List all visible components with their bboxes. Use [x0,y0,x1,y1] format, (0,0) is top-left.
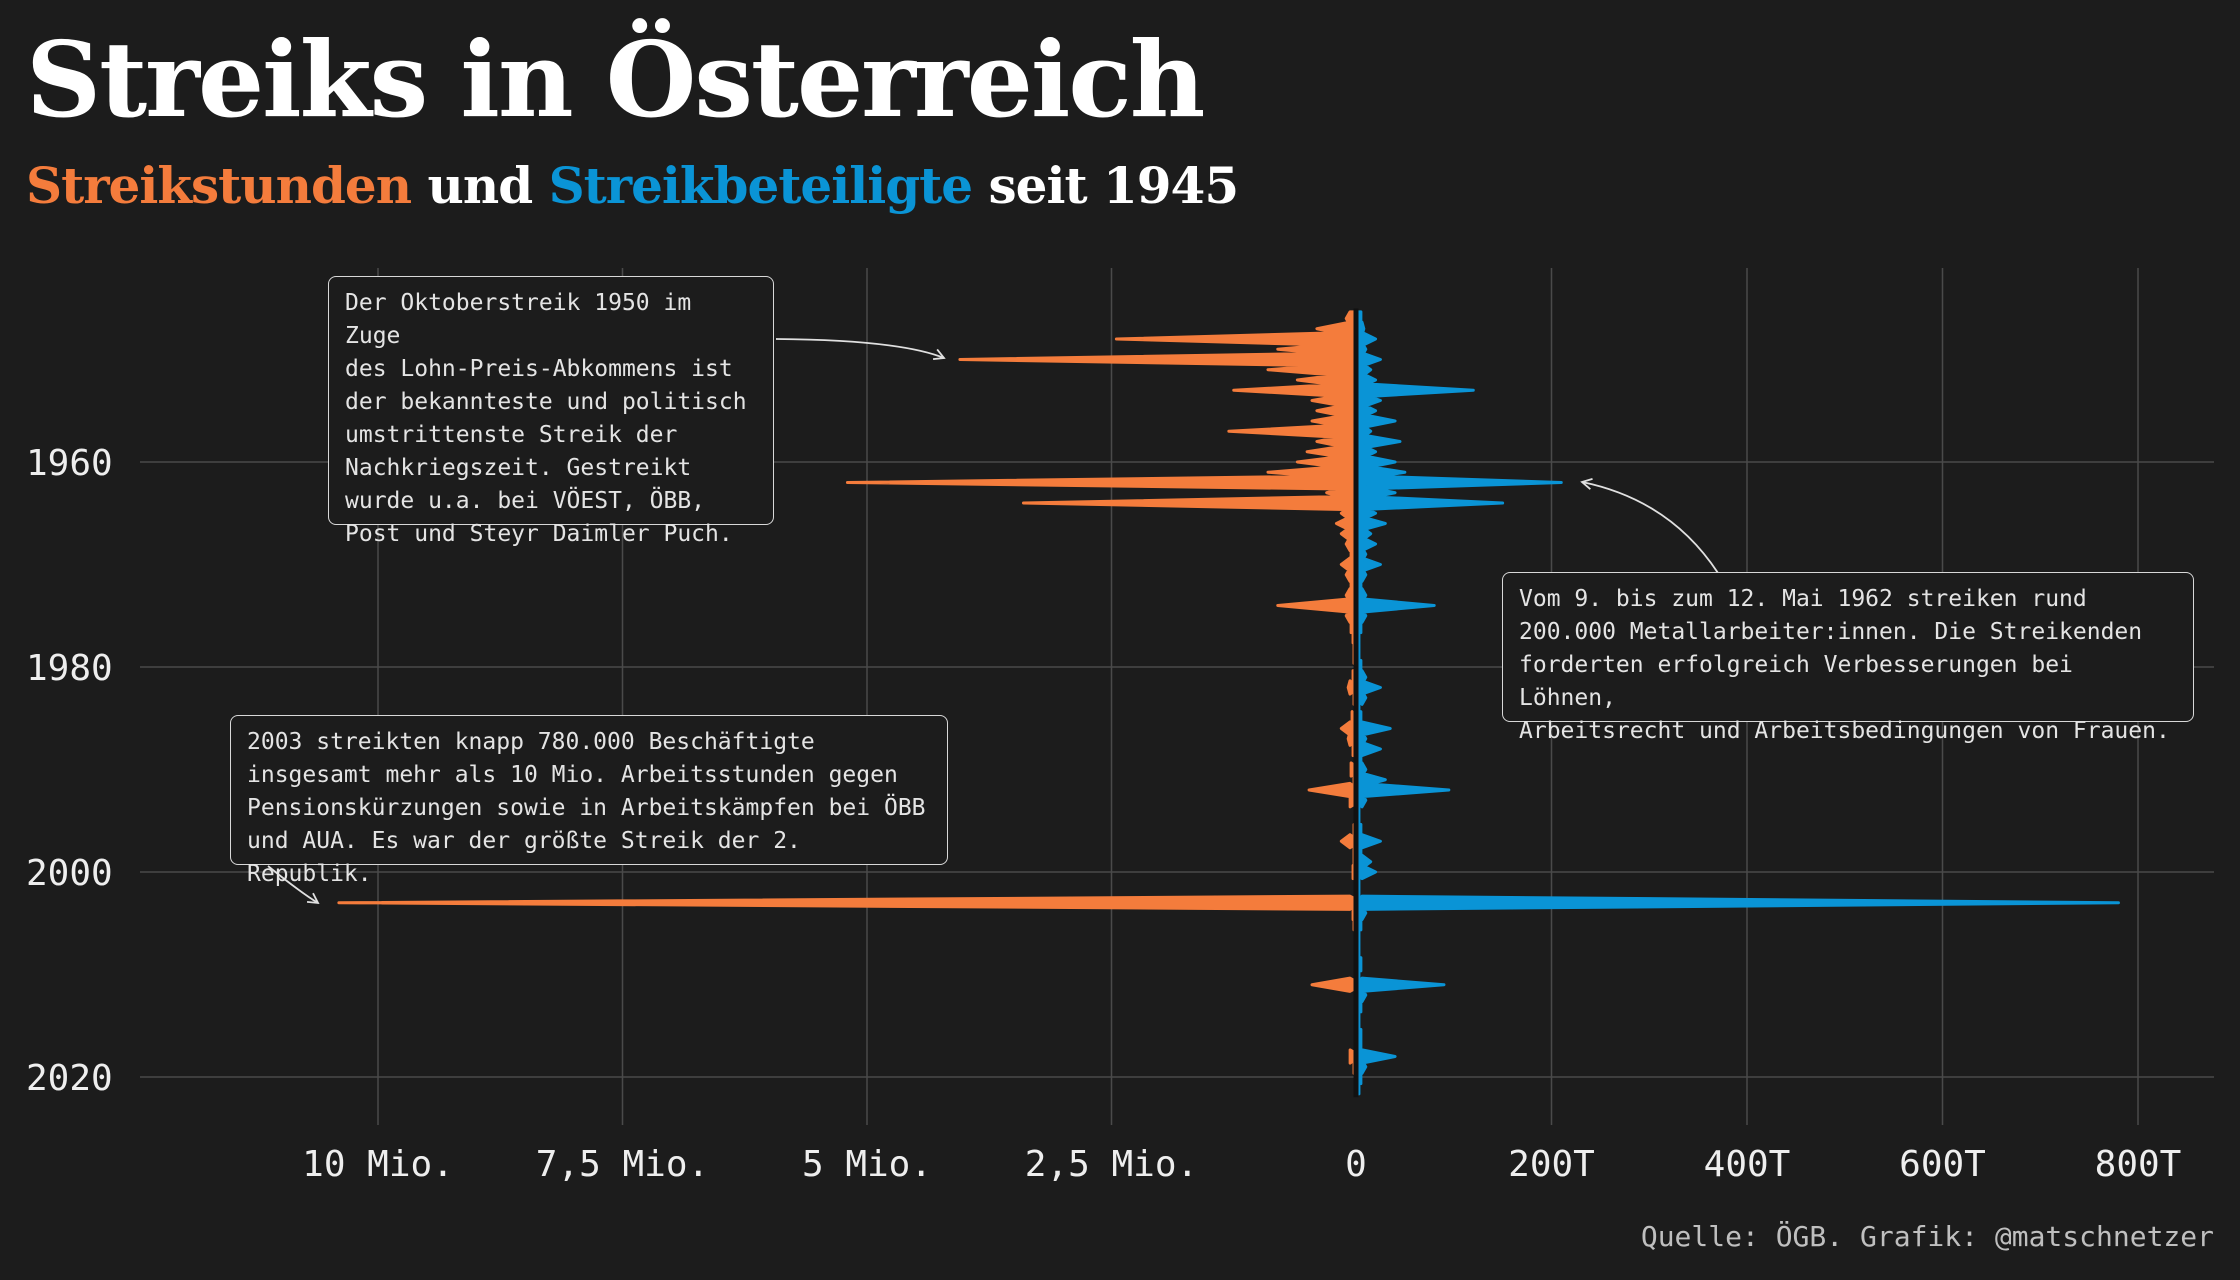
x-tick-label-hours: 2,5 Mio. [1025,1144,1198,1185]
chart-subtitle: Streikstunden und Streikbeteiligte seit … [26,156,1240,216]
x-tick-label-participants: 400T [1704,1144,1791,1185]
y-tick-label: 1980 [26,648,113,689]
arrow-oktoberstreik [775,338,945,359]
annotation-2003: 2003 streikten knapp 780.000 Beschäftigt… [230,715,948,887]
x-tick-label-hours: 0 [1345,1144,1367,1185]
y-tick-label: 2020 [26,1058,113,1099]
source-credit: Quelle: ÖGB. Grafik: @matschnetzer [1640,1220,2214,1253]
arrow-2003-head [306,892,320,905]
x-tick-label-hours: 10 Mio. [302,1144,454,1185]
subtitle-participants: Streikbeteiligte [548,156,974,215]
y-tick-label: 1960 [26,443,113,484]
x-tick-label-participants: 800T [2095,1144,2182,1185]
area-streikbeteiligte [1354,310,2120,1096]
annotation-mai-1962: Vom 9. bis zum 12. Mai 1962 streiken run… [1502,572,2194,744]
subtitle-hours: Streikstunden [26,156,412,215]
arrow-oktoberstreik-head [932,348,946,360]
annotation-arrows [267,338,1719,905]
data-areas [337,308,2120,1098]
x-tick-label-participants: 600T [1899,1144,1986,1185]
y-tick-label: 2000 [26,853,113,894]
axis-labels: 10 Mio. 7,5 Mio. 5 Mio. 2,5 Mio. 0 200T 400T 60… [26,443,2181,1185]
x-tick-label-participants: 200T [1508,1144,1595,1185]
arrow-mai-1962 [1581,481,1719,574]
x-tick-label-hours: 5 Mio. [802,1144,932,1185]
x-tick-label-hours: 7,5 Mio. [536,1144,709,1185]
annotation-oktoberstreik: Der Oktoberstreik 1950 im Zuge des Lohn-… [328,276,774,547]
subtitle-and: und [411,156,549,215]
arrow-2003 [267,865,319,904]
arrow-mai-1962-head [1580,477,1593,490]
chart-title: Streiks in Österreich [26,18,1205,141]
subtitle-since: seit 1945 [972,156,1240,215]
